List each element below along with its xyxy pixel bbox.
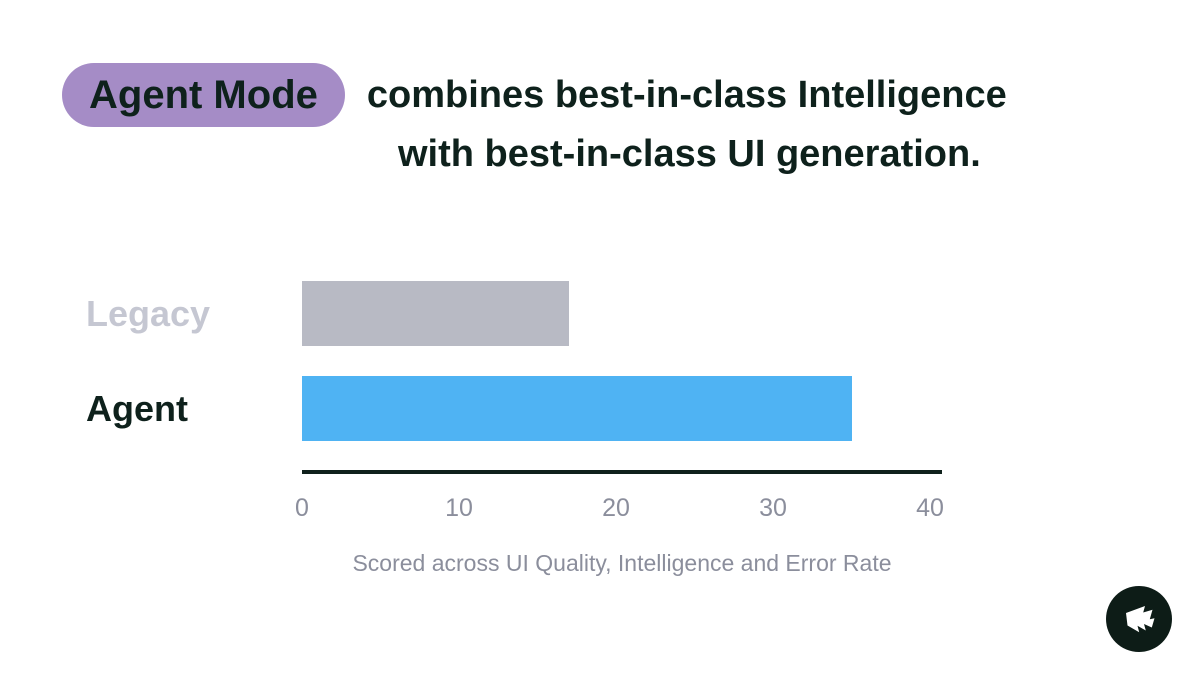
- x-tick-30: 30: [759, 494, 787, 522]
- flag-icon: [1126, 606, 1155, 633]
- x-axis-ticks: 0 10 20 30 40: [295, 494, 944, 524]
- bar-row-agent: Agent: [0, 376, 1200, 441]
- agent-mode-label: Agent Mode: [89, 72, 318, 117]
- headline-line1: combines best-in-class Intelligence: [366, 73, 1007, 116]
- x-tick-20: 20: [602, 494, 630, 522]
- x-tick-40: 40: [916, 494, 944, 522]
- bar-agent: [302, 376, 852, 441]
- category-label-legacy: Legacy: [86, 293, 211, 334]
- x-tick-10: 10: [445, 494, 473, 522]
- x-tick-0: 0: [295, 494, 309, 522]
- category-label-agent: Agent: [86, 388, 188, 429]
- bar-row-legacy: Legacy: [0, 281, 1200, 346]
- bar-legacy: [302, 281, 569, 346]
- agent-mode-highlight-pill: Agent Mode: [62, 63, 345, 127]
- chart-caption: Scored across UI Quality, Intelligence a…: [352, 550, 892, 576]
- headline-line2: with best-in-class UI generation.: [398, 133, 981, 175]
- headline-row: Agent Mode combines best-in-class Intell…: [62, 63, 1007, 127]
- x-axis-line: [302, 470, 942, 474]
- flag-logo: [1106, 586, 1172, 652]
